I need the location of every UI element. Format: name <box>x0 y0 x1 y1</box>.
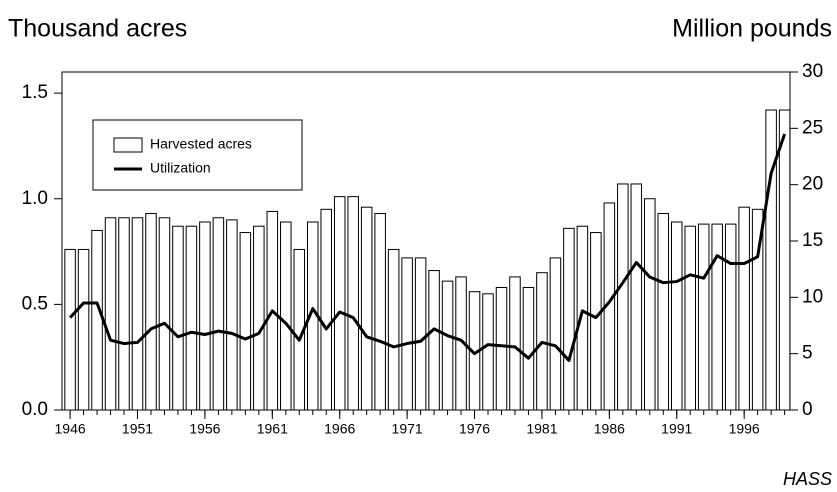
y2-tick-label: 15 <box>802 230 823 251</box>
y-axis-title: Thousand acres <box>8 15 187 43</box>
bar <box>131 217 144 411</box>
bar <box>77 248 90 411</box>
y2-tick-label: 5 <box>802 343 813 364</box>
y2-axis-title: Million pounds <box>672 15 832 43</box>
bar <box>333 196 346 411</box>
bar <box>387 248 400 411</box>
bar <box>91 229 103 411</box>
legend-swatch <box>113 137 143 153</box>
x-tick-label: 1991 <box>661 421 692 437</box>
bar <box>670 221 683 411</box>
bar <box>172 225 184 411</box>
bar <box>253 225 265 411</box>
y2-tick-label: 25 <box>802 117 823 138</box>
x-tick-label: 1981 <box>526 421 557 437</box>
x-tick-label: 1971 <box>392 421 423 437</box>
y-tick-label: 0.5 <box>22 293 48 314</box>
y2-tick-label: 0 <box>802 399 813 420</box>
legend-label: Utilization <box>150 160 211 176</box>
bar <box>711 223 723 411</box>
bar <box>428 270 440 411</box>
x-tick-label: 1951 <box>122 421 153 437</box>
bar <box>482 293 494 411</box>
y2-tick-label: 30 <box>802 61 823 82</box>
x-tick-label: 1966 <box>324 421 355 437</box>
x-tick-label: 1961 <box>257 421 288 437</box>
bar <box>778 109 791 411</box>
bar <box>347 196 359 411</box>
x-tick-label: 1956 <box>189 421 220 437</box>
bar <box>158 217 171 411</box>
bar <box>104 217 117 411</box>
legend-box <box>92 119 303 191</box>
bar <box>64 248 76 411</box>
bar <box>697 223 710 411</box>
bar <box>401 257 413 411</box>
x-tick-label: 1946 <box>55 421 86 437</box>
bar <box>644 198 656 411</box>
x-tick-label: 1986 <box>594 421 625 437</box>
bar <box>630 183 643 411</box>
bar <box>765 109 777 411</box>
bar <box>374 213 386 411</box>
bar <box>280 221 292 411</box>
bar <box>738 206 750 411</box>
bar <box>118 217 130 411</box>
bar <box>185 225 198 411</box>
bar <box>226 219 238 411</box>
bar <box>684 225 696 411</box>
bar <box>563 227 575 411</box>
bar <box>724 223 737 411</box>
bar <box>239 232 252 411</box>
y-tick-label: 0.0 <box>22 399 48 420</box>
y2-tick-label: 20 <box>802 174 823 195</box>
bar <box>509 276 521 411</box>
y-tick-label: 1.0 <box>22 188 48 209</box>
bar <box>320 208 332 411</box>
bar <box>145 213 157 411</box>
bar <box>576 225 589 411</box>
source: HASS <box>783 469 832 489</box>
bar <box>199 221 211 411</box>
x-tick-label: 1996 <box>729 421 760 437</box>
y2-tick-label: 10 <box>802 286 823 307</box>
bar <box>657 213 670 411</box>
bar <box>522 286 535 411</box>
plot-frame <box>61 71 791 411</box>
bar <box>617 183 629 411</box>
bar <box>495 286 508 411</box>
bar <box>360 206 373 411</box>
x-tick-label: 1976 <box>459 421 490 437</box>
bar <box>212 217 225 411</box>
legend-label: Harvested acres <box>150 136 252 152</box>
bar <box>441 280 454 411</box>
bar <box>590 232 602 411</box>
line <box>68 133 787 362</box>
bar <box>414 257 427 411</box>
bar <box>549 257 562 411</box>
y-tick-label: 1.5 <box>22 82 48 103</box>
